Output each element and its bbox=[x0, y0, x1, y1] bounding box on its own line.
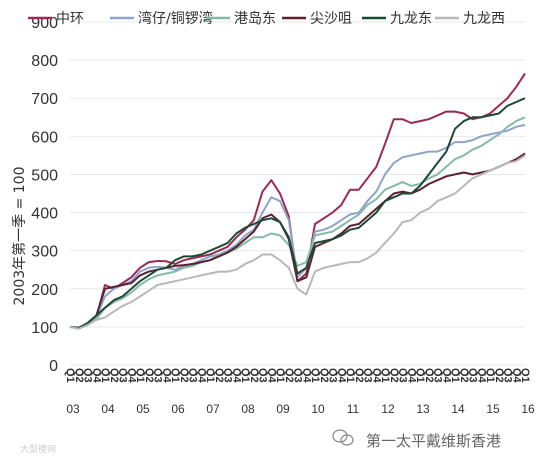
x-tick-quarter: Q4 bbox=[265, 368, 277, 384]
y-tick-label: 200 bbox=[31, 282, 58, 299]
x-tick-year: 06 bbox=[171, 402, 185, 416]
x-tick-year: 11 bbox=[347, 402, 360, 416]
x-tick-quarter: Q4 bbox=[440, 368, 452, 384]
legend: 中环 湾仔/铜锣湾 港岛东 尖沙咀 九龙东 九龙西 bbox=[28, 10, 505, 27]
x-tick-quarter: Q1 bbox=[99, 368, 111, 383]
series-line-3 bbox=[69, 152, 526, 330]
x-tick-quarter: Q2 bbox=[248, 368, 260, 383]
x-tick-quarter: Q2 bbox=[318, 368, 330, 383]
x-tick-quarter: Q4 bbox=[195, 368, 207, 384]
x-tick-quarter: Q1 bbox=[344, 368, 356, 383]
wechat-icon bbox=[332, 429, 354, 446]
x-tick-quarter: Q1 bbox=[449, 368, 461, 383]
x-tick-quarter: Q3 bbox=[292, 368, 304, 383]
x-tick-year: 03 bbox=[66, 402, 80, 416]
x-tick-year: 05 bbox=[136, 402, 150, 416]
x-tick-quarter: Q4 bbox=[370, 368, 382, 384]
y-tick-label: 600 bbox=[31, 129, 58, 146]
x-tick-year: 15 bbox=[486, 402, 500, 416]
gridlines bbox=[70, 21, 525, 366]
watermark-brand: 第一太平戴维斯香港 bbox=[366, 432, 501, 450]
y-tick-label: 800 bbox=[31, 53, 58, 70]
x-tick-quarter: Q2 bbox=[143, 368, 155, 383]
x-tick-quarter: Q1 bbox=[64, 368, 76, 383]
x-tick-quarter: Q3 bbox=[117, 368, 129, 383]
x-tick-quarter: Q1 bbox=[484, 368, 496, 383]
x-tick-year: 10 bbox=[311, 402, 325, 416]
x-tick-year: 14 bbox=[451, 402, 465, 416]
x-tick-quarter: Q1 bbox=[239, 368, 251, 383]
x-tick-quarter: Q1 bbox=[414, 368, 426, 383]
x-tick-quarter: Q1 bbox=[379, 368, 391, 383]
series-line-4 bbox=[69, 97, 526, 329]
x-tick-quarter: Q3 bbox=[467, 368, 479, 383]
x-tick-year: 09 bbox=[276, 402, 290, 416]
y-tick-label: 0 bbox=[49, 358, 58, 375]
x-tick-quarter: Q4 bbox=[405, 368, 417, 384]
y-tick-label: 100 bbox=[31, 320, 58, 337]
x-tick-quarter: Q4 bbox=[335, 368, 347, 384]
series-line-2 bbox=[69, 116, 526, 329]
y-axis-label: 2003年第一季 = 100 bbox=[11, 167, 28, 306]
x-tick-quarter: Q4 bbox=[475, 368, 487, 384]
x-tick-quarter: Q3 bbox=[222, 368, 234, 383]
x-tick-quarter: Q1 bbox=[274, 368, 286, 383]
x-tick-quarter: Q1 bbox=[169, 368, 181, 383]
x-tick-quarter: Q2 bbox=[388, 368, 400, 383]
y-tick-label: 700 bbox=[31, 91, 58, 108]
x-tick-quarter: Q1 bbox=[204, 368, 216, 383]
x-tick-quarter: Q4 bbox=[90, 368, 102, 384]
watermark: 第一太平戴维斯香港 大型楼网 bbox=[20, 429, 501, 455]
x-tick-quarter: Q1 bbox=[309, 368, 321, 383]
x-tick-year: 04 bbox=[101, 402, 115, 416]
x-tick-quarter: Q3 bbox=[327, 368, 339, 383]
x-tick-quarter: Q3 bbox=[397, 368, 409, 383]
x-tick-quarter: Q4 bbox=[125, 368, 137, 384]
legend-label: 港岛东 bbox=[234, 11, 276, 27]
y-tick-label: 400 bbox=[31, 206, 58, 223]
x-tick-quarter: Q2 bbox=[73, 368, 85, 383]
x-tick-quarter: Q2 bbox=[178, 368, 190, 383]
x-tick-quarter: Q3 bbox=[152, 368, 164, 383]
series-line-5 bbox=[69, 154, 526, 330]
legend-label: 中环 bbox=[56, 11, 84, 27]
x-tick-quarter: Q4 bbox=[230, 368, 242, 384]
x-tick-quarter: Q2 bbox=[458, 368, 470, 383]
x-tick-quarter: Q3 bbox=[432, 368, 444, 383]
y-tick-label: 300 bbox=[31, 244, 58, 261]
x-tick-quarter: Q3 bbox=[82, 368, 94, 383]
legend-label: 九龙西 bbox=[463, 11, 505, 27]
x-tick-quarter: Q1 bbox=[519, 368, 531, 383]
x-tick-quarter: Q2 bbox=[353, 368, 365, 383]
x-tick-quarter: Q3 bbox=[362, 368, 374, 383]
x-tick-quarter: Q3 bbox=[502, 368, 514, 383]
x-tick-quarter: Q3 bbox=[187, 368, 199, 383]
legend-label: 尖沙咀 bbox=[310, 11, 352, 27]
legend-label: 九龙东 bbox=[390, 11, 432, 27]
x-tick-year: 16 bbox=[521, 402, 535, 416]
x-tick-quarter: Q2 bbox=[493, 368, 505, 383]
x-tick-quarter: Q2 bbox=[283, 368, 295, 383]
x-tick-quarter: Q4 bbox=[300, 368, 312, 384]
legend-label: 湾仔/铜锣湾 bbox=[138, 10, 213, 27]
x-tick-quarter: Q2 bbox=[423, 368, 435, 383]
x-tick-quarter: Q2 bbox=[108, 368, 120, 383]
watermark-source: 大型楼网 bbox=[20, 443, 56, 455]
x-tick-quarter: Q4 bbox=[510, 368, 522, 384]
x-tick-quarter: Q2 bbox=[213, 368, 225, 383]
series-lines bbox=[69, 72, 526, 330]
y-tick-label: 500 bbox=[31, 167, 58, 184]
x-tick-year: 12 bbox=[381, 402, 395, 416]
x-tick-year: 13 bbox=[416, 402, 430, 416]
x-tick-quarter: Q3 bbox=[257, 368, 269, 383]
x-tick-quarter: Q1 bbox=[134, 368, 146, 383]
x-tick-year: 08 bbox=[241, 402, 255, 416]
x-axis-ticks: Q1Q2Q3Q4Q1Q2Q3Q4Q1Q2Q3Q4Q1Q2Q3Q4Q1Q2Q3Q4… bbox=[64, 368, 535, 416]
x-tick-year: 07 bbox=[206, 402, 220, 416]
x-tick-quarter: Q4 bbox=[160, 368, 172, 384]
